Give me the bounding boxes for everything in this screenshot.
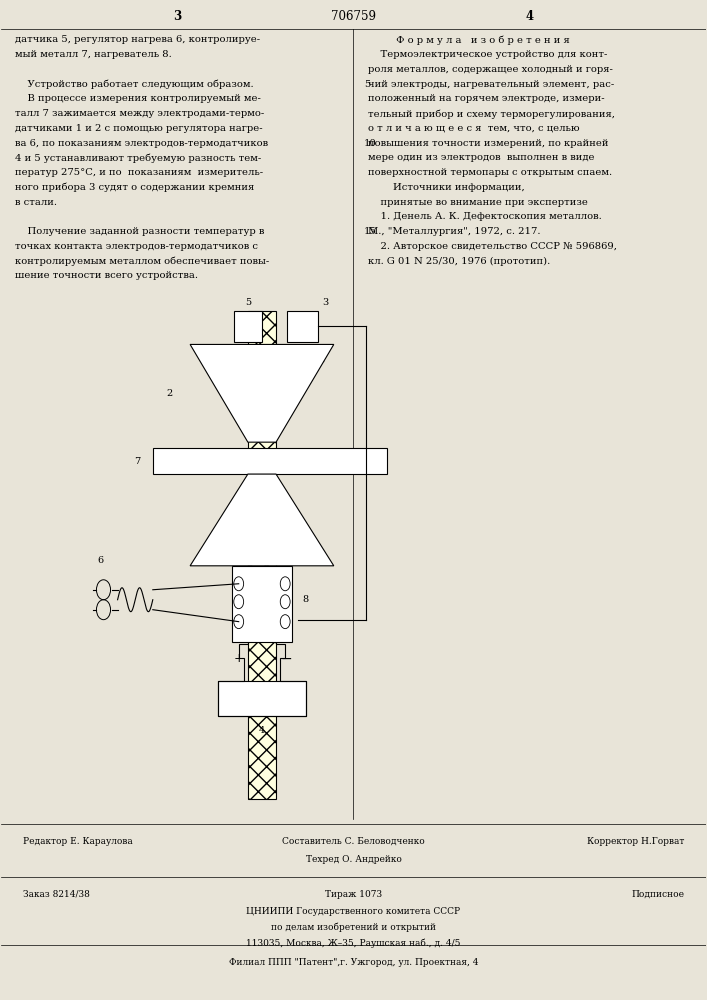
Text: кл. G 01 N 25/30, 1976 (прототип).: кл. G 01 N 25/30, 1976 (прототип). <box>368 257 550 266</box>
Text: Подписное: Подписное <box>631 890 684 899</box>
Text: 113035, Москва, Ж–35, Раушская наб., д. 4/5: 113035, Москва, Ж–35, Раушская наб., д. … <box>246 939 461 948</box>
Text: ЦНИИПИ Государственного комитета СССР: ЦНИИПИ Государственного комитета СССР <box>247 907 460 916</box>
Text: 3: 3 <box>173 10 182 23</box>
Bar <box>218 681 305 716</box>
Text: тельный прибор и схему терморегулирования,: тельный прибор и схему терморегулировани… <box>368 109 614 119</box>
Text: 6: 6 <box>97 556 103 565</box>
Text: В процессе измерения контролируемый ме-: В процессе измерения контролируемый ме- <box>16 94 262 103</box>
Text: чий электроды, нагревательный элемент, рас-: чий электроды, нагревательный элемент, р… <box>368 80 614 89</box>
Text: Техред О. Андрейко: Техред О. Андрейко <box>305 855 402 864</box>
Bar <box>153 448 387 474</box>
Text: −: − <box>280 652 292 666</box>
Text: роля металлов, содержащее холодный и горя-: роля металлов, содержащее холодный и гор… <box>368 65 612 74</box>
Text: 4: 4 <box>525 10 534 23</box>
Text: ного прибора 3 судят о содержании кремния: ного прибора 3 судят о содержании кремни… <box>16 183 255 192</box>
Text: мый металл 7, нагреватель 8.: мый металл 7, нагреватель 8. <box>16 50 173 59</box>
Text: 15: 15 <box>364 227 377 236</box>
Text: мере один из электродов  выполнен в виде: мере один из электродов выполнен в виде <box>368 153 594 162</box>
Text: 1: 1 <box>231 500 238 509</box>
Text: повышения точности измерений, по крайней: повышения точности измерений, по крайней <box>368 139 608 148</box>
Text: 7: 7 <box>134 457 140 466</box>
Text: поверхностной термопары с открытым спаем.: поверхностной термопары с открытым спаем… <box>368 168 612 177</box>
Text: Источники информации,: Источники информации, <box>368 183 525 192</box>
Text: контролируемым металлом обеспечивает повы-: контролируемым металлом обеспечивает пов… <box>16 257 270 266</box>
Text: Составитель С. Беловодченко: Составитель С. Беловодченко <box>282 837 425 846</box>
Text: +: + <box>234 652 245 665</box>
Bar <box>248 311 276 799</box>
Text: Устройство работает следующим образом.: Устройство работает следующим образом. <box>16 80 254 89</box>
Text: шение точности всего устройства.: шение точности всего устройства. <box>16 271 199 280</box>
Text: +: + <box>202 354 213 367</box>
Text: 3: 3 <box>322 298 329 307</box>
Text: Заказ 8214/38: Заказ 8214/38 <box>23 890 89 899</box>
Text: талл 7 зажимается между электродами-термо-: талл 7 зажимается между электродами-терм… <box>16 109 264 118</box>
Text: Корректор Н.Горват: Корректор Н.Горват <box>587 837 684 846</box>
Text: 5: 5 <box>245 298 251 307</box>
Bar <box>286 311 318 342</box>
Text: в стали.: в стали. <box>16 198 57 207</box>
Text: ператур 275°С, и по  показаниям  измеритель-: ператур 275°С, и по показаниям измерител… <box>16 168 264 177</box>
Text: Тираж 1073: Тираж 1073 <box>325 890 382 899</box>
Text: М., "Металлургия", 1972, с. 217.: М., "Металлургия", 1972, с. 217. <box>368 227 540 236</box>
Text: Ф о р м у л а   и з о б р е т е н и я: Ф о р м у л а и з о б р е т е н и я <box>368 35 569 45</box>
Text: 4 и 5 устанавливают требуемую разность тем-: 4 и 5 устанавливают требуемую разность т… <box>16 153 262 163</box>
Text: 2: 2 <box>166 389 173 398</box>
Text: ва 6, по показаниям электродов-термодатчиков: ва 6, по показаниям электродов-термодатч… <box>16 139 269 148</box>
Polygon shape <box>190 344 334 442</box>
Text: принятые во внимание при экспертизе: принятые во внимание при экспертизе <box>368 198 588 207</box>
Text: 2. Авторское свидетельство СССР № 596869,: 2. Авторское свидетельство СССР № 596869… <box>368 242 617 251</box>
Text: 5: 5 <box>364 80 370 89</box>
Polygon shape <box>190 474 334 566</box>
Text: 4: 4 <box>259 726 265 735</box>
Text: Редактор Е. Караулова: Редактор Е. Караулова <box>23 837 132 846</box>
Text: 1. Денель А. К. Дефектоскопия металлов.: 1. Денель А. К. Дефектоскопия металлов. <box>368 212 602 221</box>
Text: 706759: 706759 <box>331 10 376 23</box>
Text: по делам изобретений и открытий: по делам изобретений и открытий <box>271 923 436 932</box>
Text: Термоэлектрическое устройство для конт-: Термоэлектрическое устройство для конт- <box>368 50 607 59</box>
Text: −: − <box>314 354 325 368</box>
Text: 10: 10 <box>364 139 377 148</box>
Text: 8: 8 <box>302 595 308 604</box>
Text: датчика 5, регулятор нагрева 6, контролируе-: датчика 5, регулятор нагрева 6, контроли… <box>16 35 261 44</box>
Bar <box>234 311 262 342</box>
Text: точках контакта электродов-термодатчиков с: точках контакта электродов-термодатчиков… <box>16 242 259 251</box>
Text: положенный на горячем электроде, измери-: положенный на горячем электроде, измери- <box>368 94 604 103</box>
Bar <box>233 566 291 642</box>
Text: Получение заданной разности температур в: Получение заданной разности температур в <box>16 227 265 236</box>
Text: датчиками 1 и 2 с помощью регулятора нагре-: датчиками 1 и 2 с помощью регулятора наг… <box>16 124 263 133</box>
Text: о т л и ч а ю щ е е с я  тем, что, с целью: о т л и ч а ю щ е е с я тем, что, с цель… <box>368 124 579 133</box>
Text: Филиал ППП "Патент",г. Ужгород, ул. Проектная, 4: Филиал ППП "Патент",г. Ужгород, ул. Прое… <box>229 958 478 967</box>
